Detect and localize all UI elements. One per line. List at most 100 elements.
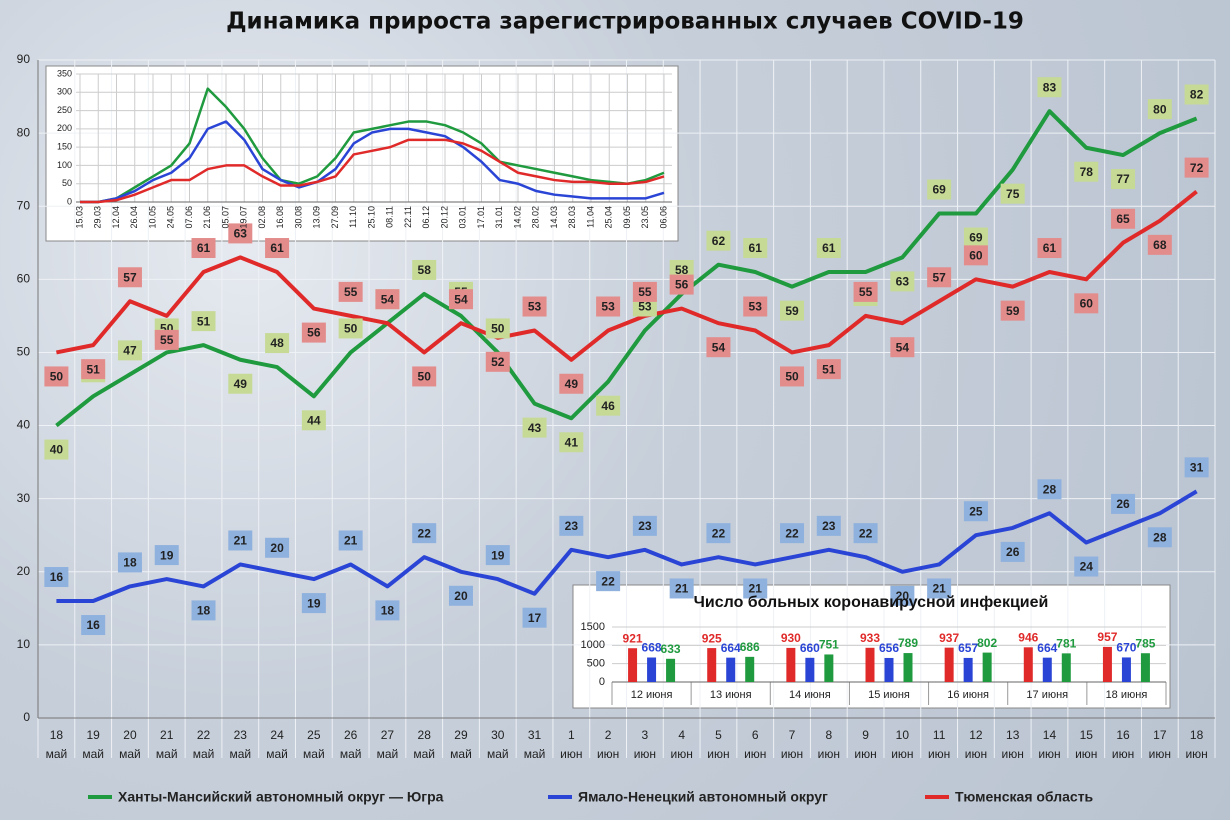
data-label-box — [191, 600, 216, 621]
data-label-box — [81, 615, 106, 636]
data-label: 61 — [749, 241, 763, 255]
x-tick-label: июн — [560, 747, 582, 761]
data-label-box — [1111, 208, 1136, 229]
legend-label: Тюменская область — [955, 789, 1094, 805]
x-tick-label: 10.05 — [147, 206, 157, 229]
data-label: 58 — [418, 263, 432, 277]
data-label: 55 — [859, 285, 873, 299]
data-label: 75 — [1006, 187, 1020, 201]
x-tick-label: май — [450, 747, 472, 761]
y-tick-label: 80 — [17, 125, 31, 139]
bar — [726, 657, 736, 682]
bar-value-label: 785 — [1135, 636, 1155, 650]
data-label: 57 — [123, 270, 137, 284]
data-label: 69 — [932, 183, 946, 197]
x-tick-label: 26.04 — [129, 206, 139, 229]
x-tick-label: 11.10 — [348, 206, 358, 228]
x-tick-label: июн — [634, 747, 656, 761]
data-label: 43 — [528, 421, 542, 435]
x-tick-label: май — [193, 747, 215, 761]
data-label-box — [154, 545, 179, 566]
data-label: 60 — [1080, 297, 1094, 311]
x-tick-label: 12.04 — [111, 206, 121, 229]
data-label-box — [117, 340, 142, 361]
bar — [963, 657, 973, 682]
x-tick-label: 23 — [234, 728, 248, 742]
data-label: 57 — [932, 270, 946, 284]
x-tick-label: 07.06 — [184, 206, 194, 229]
x-tick-label: 29 — [454, 728, 468, 742]
data-label-box — [522, 607, 547, 628]
x-tick-label: 14 июня — [789, 689, 831, 701]
x-tick-label: май — [46, 747, 68, 761]
x-tick-label: 9 — [862, 728, 869, 742]
data-label: 22 — [859, 526, 873, 540]
x-tick-label: май — [413, 747, 435, 761]
x-tick-label: 28.03 — [567, 206, 577, 229]
x-tick-label: 2 — [605, 728, 612, 742]
x-tick-label: май — [229, 747, 251, 761]
x-tick-label: 23.05 — [640, 206, 650, 229]
data-label-box — [265, 238, 290, 259]
data-label-box — [853, 281, 878, 302]
data-label-box — [1074, 293, 1099, 314]
bar — [865, 647, 875, 682]
data-label: 49 — [565, 377, 579, 391]
bar-value-label: 657 — [958, 641, 978, 655]
data-label: 48 — [270, 336, 284, 350]
data-label-box — [559, 515, 584, 536]
x-tick-label: 21 — [160, 728, 174, 742]
data-label-box — [1184, 84, 1209, 105]
x-tick-label: 13.09 — [312, 206, 322, 229]
bar-value-label: 664 — [1037, 641, 1057, 655]
data-label-box — [669, 578, 694, 599]
bar — [944, 647, 954, 682]
data-label-box — [1037, 77, 1062, 98]
data-label-box — [890, 585, 915, 606]
data-label: 55 — [638, 285, 652, 299]
data-label-box — [816, 515, 841, 536]
x-tick-label: 11.04 — [585, 206, 595, 228]
x-tick-label: 15 — [1080, 728, 1094, 742]
x-tick-label: 16 — [1116, 728, 1130, 742]
data-label-box — [780, 523, 805, 544]
bar-value-label: 781 — [1056, 637, 1076, 651]
x-tick-label: 15.03 — [74, 206, 84, 229]
x-tick-label: 15 июня — [868, 689, 910, 701]
data-label: 53 — [749, 300, 763, 314]
data-label-box — [632, 281, 657, 302]
y-tick-label: 90 — [17, 52, 31, 66]
inset-bar-frame — [572, 584, 1171, 709]
data-label-box — [1111, 169, 1136, 190]
chart-title: Динамика прироста зарегистрированных слу… — [226, 9, 1024, 35]
data-label-box — [338, 530, 363, 551]
x-tick-label: 7 — [789, 728, 796, 742]
bar — [805, 657, 815, 682]
data-label: 80 — [1153, 102, 1167, 116]
bar — [647, 657, 657, 682]
data-label-box — [1037, 238, 1062, 259]
y-tick-label: 1500 — [581, 621, 605, 633]
x-tick-label: май — [340, 747, 362, 761]
x-tick-label: 19.07 — [239, 206, 249, 229]
data-label: 16 — [50, 570, 64, 584]
data-label: 23 — [638, 519, 652, 533]
data-label: 26 — [1116, 497, 1130, 511]
bar — [824, 654, 834, 682]
x-tick-label: июн — [928, 747, 950, 761]
data-label-box — [1184, 157, 1209, 178]
data-label: 55 — [160, 333, 174, 347]
data-label-box — [228, 530, 253, 551]
x-tick-label: июн — [1149, 747, 1171, 761]
data-label-box — [1000, 183, 1025, 204]
x-tick-label: 27 — [381, 728, 395, 742]
data-label-box — [154, 329, 179, 350]
x-tick-label: 17 — [1153, 728, 1167, 742]
data-label-box — [412, 259, 437, 280]
data-label-box — [596, 296, 621, 317]
y-tick-label: 20 — [17, 564, 31, 578]
y-tick-label: 0 — [67, 196, 72, 206]
x-tick-label: июн — [818, 747, 840, 761]
data-label-box — [228, 373, 253, 394]
bar-value-label: 660 — [800, 641, 820, 655]
